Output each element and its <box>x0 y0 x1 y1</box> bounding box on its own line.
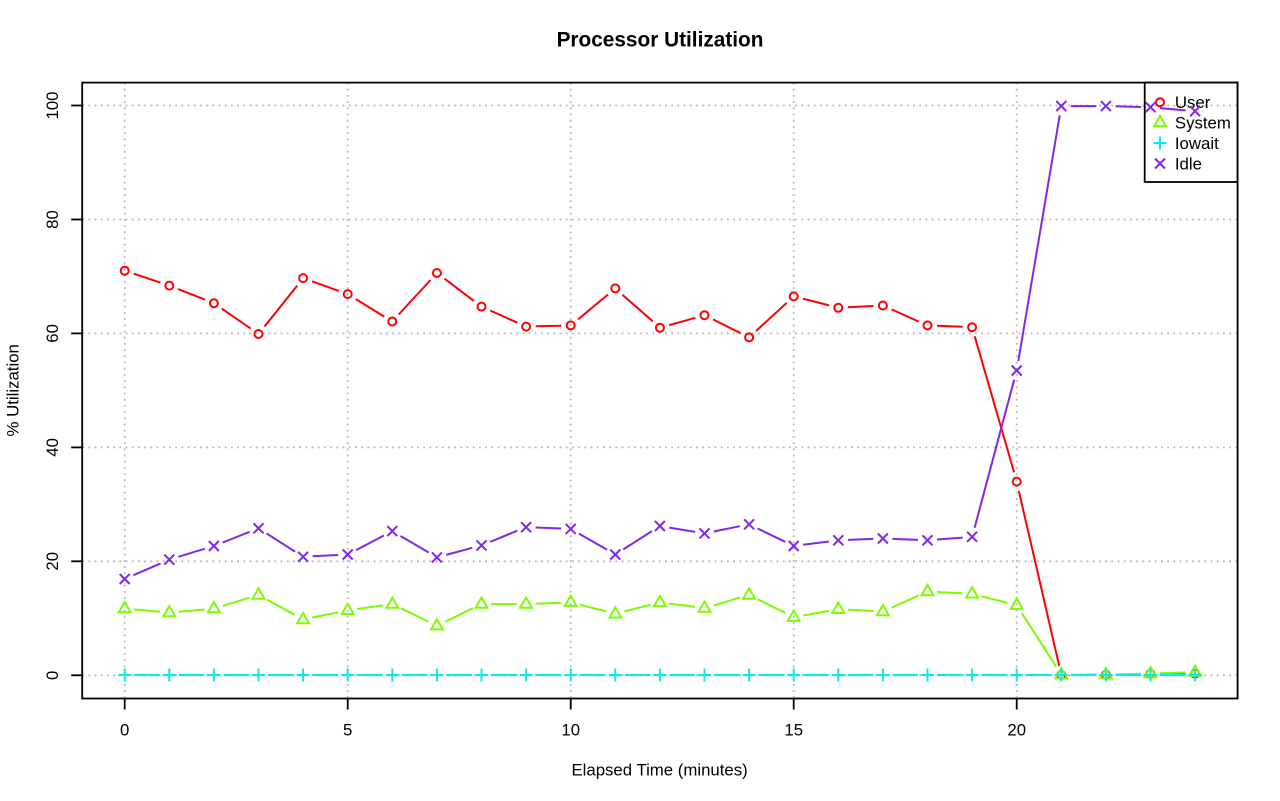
svg-text:5: 5 <box>343 721 352 740</box>
svg-text:Idle: Idle <box>1175 155 1202 174</box>
svg-text:User: User <box>1175 93 1211 112</box>
svg-text:0: 0 <box>120 721 129 740</box>
svg-text:0: 0 <box>43 671 62 680</box>
svg-text:% Utilization: % Utilization <box>4 344 23 436</box>
svg-text:40: 40 <box>43 438 62 457</box>
svg-text:100: 100 <box>43 92 62 120</box>
svg-text:60: 60 <box>43 324 62 343</box>
svg-text:System: System <box>1175 114 1231 133</box>
svg-text:10: 10 <box>561 721 580 740</box>
svg-text:Elapsed Time (minutes): Elapsed Time (minutes) <box>571 761 747 780</box>
svg-text:15: 15 <box>784 721 803 740</box>
svg-text:Processor Utilization: Processor Utilization <box>557 29 764 52</box>
svg-text:20: 20 <box>43 552 62 571</box>
svg-text:Iowait: Iowait <box>1175 134 1219 153</box>
svg-text:80: 80 <box>43 210 62 229</box>
svg-text:20: 20 <box>1007 721 1026 740</box>
